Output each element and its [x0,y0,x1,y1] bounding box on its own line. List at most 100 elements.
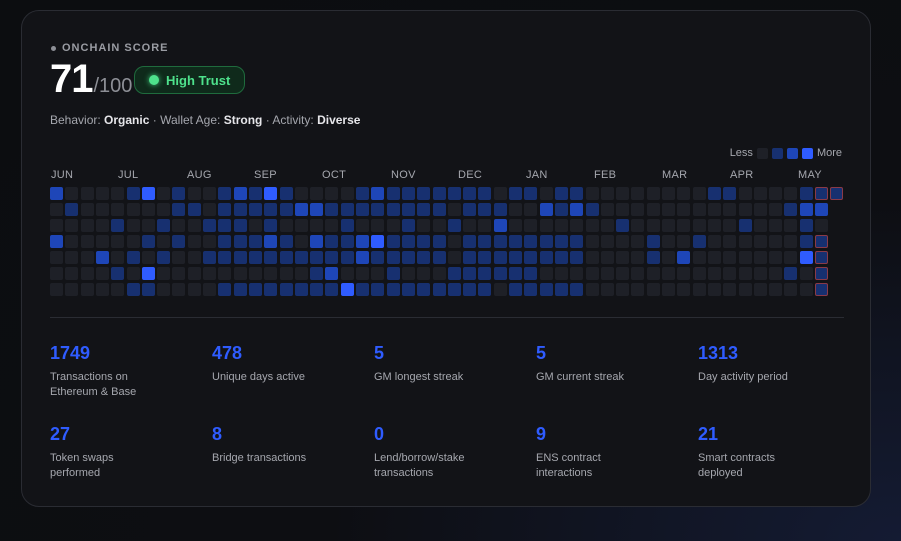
stat-label: Bridge transactions [212,452,307,464]
heatmap-cell [157,283,171,296]
legend-less: Less [729,147,753,159]
stat-value: 8 [212,424,223,444]
heatmap-cell [126,203,140,216]
legend-swatch-0 [756,147,768,159]
stat-ens: 9 ENS contract interactions [536,423,686,481]
divider [50,317,844,318]
heatmap-cell [371,251,385,264]
heatmap-cell [80,251,94,264]
heatmap-cell [233,203,247,216]
heatmap-cell [325,283,339,296]
heatmap-cell [187,267,201,280]
heatmap-cell [447,283,461,296]
heatmap-cell [616,203,630,216]
stat-label: GM longest streak [374,371,464,383]
behavior-value: Organic [104,113,150,127]
heatmap-cell [279,203,293,216]
heatmap-cell [172,267,186,280]
heatmap-cell [203,251,216,264]
heatmap-cell [646,251,660,264]
heatmap-cell [815,203,828,216]
heatmap-cell [493,219,507,232]
heatmap-cell [539,235,553,248]
stat-value: 21 [698,424,719,444]
heatmap-cell [65,203,79,216]
heatmap-cell [50,267,63,280]
heatmap-cell [662,219,675,232]
heatmap-cell [203,187,216,200]
heatmap-cell [646,283,660,296]
heatmap-cell [784,283,798,296]
heatmap-cell [80,219,94,232]
stat-label: GM current streak [536,371,625,383]
heatmap-cell [769,203,783,216]
heatmap-cell [662,203,675,216]
heatmap-cell [432,267,446,280]
heatmap-cell [203,203,216,216]
heatmap-cell [386,235,400,248]
heatmap-cell [463,187,477,200]
heatmap-cell [723,219,737,232]
heatmap-cell [769,219,783,232]
heatmap-cell [126,187,140,200]
heatmap-cell [248,251,262,264]
heatmap-cell [310,267,324,280]
heatmap-cell [172,235,186,248]
heatmap-cell [646,187,660,200]
heatmap-cell [325,219,339,232]
heatmap-cell [95,283,109,296]
heatmap-cell [325,187,339,200]
heatmap-cell [631,219,645,232]
heatmap-cell [264,267,278,280]
heatmap-cell [218,187,232,200]
heatmap-cell [815,251,828,264]
heatmap-cell [707,219,721,232]
heatmap-cell [356,251,369,264]
heatmap-cell [356,235,369,248]
heatmap-cell [554,251,568,264]
heatmap-cell [600,235,614,248]
heatmap-cell [340,283,354,296]
stat-label: Smart contracts deployed [698,452,776,479]
heatmap-cell [815,187,828,200]
heatmap-cell [248,267,262,280]
heatmap-cell [233,219,247,232]
stat-label: Token swaps performed [50,452,114,479]
heatmap-cell [386,187,400,200]
heatmap-cell [753,203,767,216]
heatmap-cell [830,187,844,200]
heatmap-cell [738,235,752,248]
stat-unique-days: 478 Unique days active [212,342,362,385]
heatmap-cell [111,235,125,248]
heatmap-cell [386,283,400,296]
heatmap-cell [478,187,492,200]
heatmap-cell [371,283,385,296]
heatmap-cell [753,187,767,200]
month-label: MAY [798,169,822,181]
stat-lend-borrow: 0 Lend/borrow/stake transactions [374,423,524,481]
heatmap-cell [111,283,125,296]
heatmap-cell [753,267,767,280]
heatmap-cell [662,187,675,200]
heatmap-cell [356,267,369,280]
heatmap-cell [65,187,79,200]
heatmap-cell [50,203,63,216]
heatmap-cell [554,219,568,232]
trust-badge: High Trust [134,66,246,94]
heatmap-cell [386,203,400,216]
stat-gm-longest: 5 GM longest streak [374,342,524,385]
heatmap-cell [784,219,798,232]
heatmap-cell [294,187,308,200]
heatmap-cell [187,235,201,248]
activity-heatmap [50,187,846,299]
heatmap-cell [799,251,813,264]
separator: · [265,113,273,127]
heatmap-cell [784,251,798,264]
heatmap-cell [65,219,79,232]
heatmap-cell [478,267,492,280]
heatmap-cell [493,203,507,216]
heatmap-cell [463,267,477,280]
heatmap-cell [463,203,477,216]
heatmap-legend: Less More [730,147,842,159]
heatmap-cell [799,219,813,232]
